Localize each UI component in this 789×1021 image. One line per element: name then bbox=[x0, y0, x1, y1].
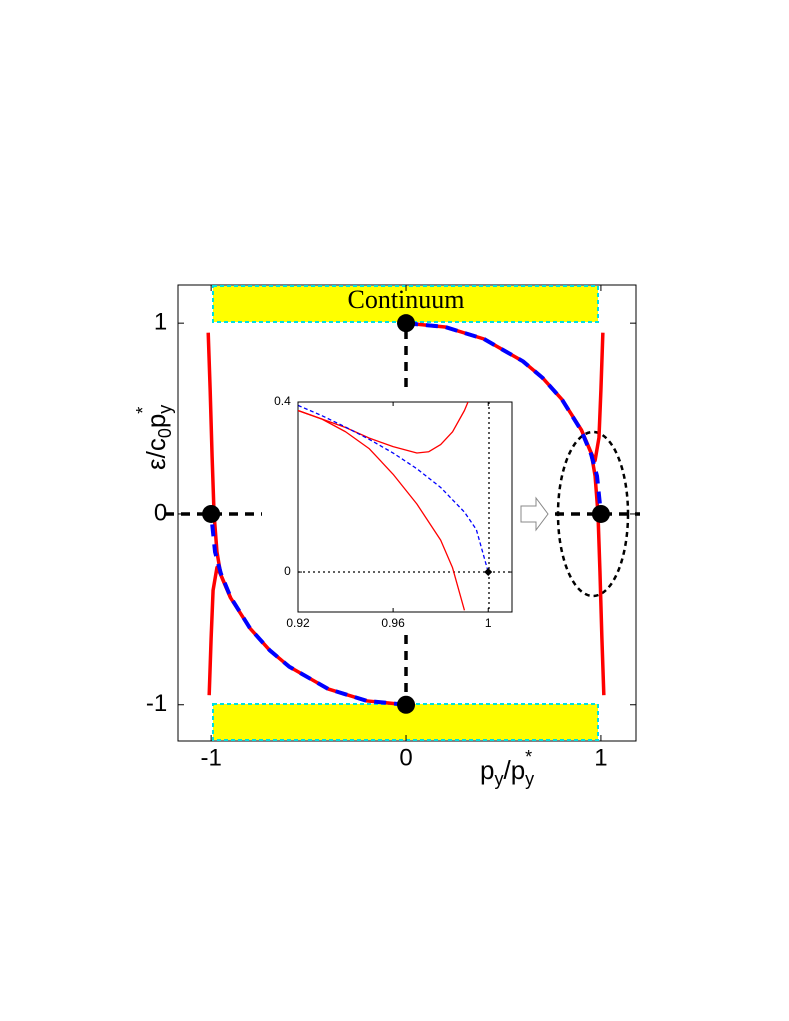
x-tick-label: 0.96 bbox=[381, 616, 405, 630]
y-axis-label: ε/c0py* bbox=[133, 405, 175, 470]
x-tick-label: 0 bbox=[399, 744, 412, 771]
inset-plot bbox=[298, 402, 489, 611]
label-part: y bbox=[525, 769, 534, 789]
y-tick-label: -1 bbox=[146, 690, 167, 717]
label-part: p bbox=[141, 414, 171, 428]
label-part: y bbox=[155, 405, 175, 414]
inset-ticks: 0.92 0.96 1 0 0.4 bbox=[274, 394, 512, 630]
x-tick-label: 0.92 bbox=[286, 616, 310, 630]
y-tick-label: 0 bbox=[284, 564, 291, 578]
marker bbox=[484, 568, 493, 577]
label-part: y bbox=[494, 769, 503, 789]
zoom-ellipse bbox=[556, 430, 630, 598]
label-part: p bbox=[480, 755, 494, 785]
marker bbox=[202, 504, 221, 523]
x-axis-label: py/py* bbox=[480, 747, 534, 789]
label-part: * bbox=[525, 747, 532, 767]
line-series bbox=[298, 409, 466, 611]
inset-guides bbox=[298, 402, 512, 612]
line-series bbox=[209, 513, 407, 707]
label-part: 0 bbox=[155, 428, 175, 438]
marker bbox=[397, 695, 416, 714]
x-tick-label: 1 bbox=[485, 616, 492, 630]
label-part: ε/c bbox=[141, 438, 171, 470]
inset-axes bbox=[297, 401, 513, 613]
x-tick-label: 1 bbox=[594, 744, 607, 771]
y-tick-label: 0 bbox=[154, 499, 167, 526]
y-tick-label: 1 bbox=[154, 309, 167, 336]
main-ticks: -1 0 1 -1 0 1 bbox=[146, 285, 636, 771]
marker bbox=[397, 314, 416, 333]
label-part: * bbox=[133, 407, 153, 414]
line-series bbox=[207, 565, 407, 707]
zoom-arrow bbox=[520, 496, 549, 532]
line-series bbox=[298, 402, 469, 454]
y-tick-label: 0.4 bbox=[274, 394, 291, 408]
label-part: /p bbox=[503, 755, 525, 785]
line-series bbox=[405, 321, 605, 463]
x-tick-label: -1 bbox=[200, 744, 221, 771]
marker bbox=[591, 504, 610, 523]
line-series bbox=[298, 404, 489, 573]
line-series bbox=[405, 321, 603, 515]
